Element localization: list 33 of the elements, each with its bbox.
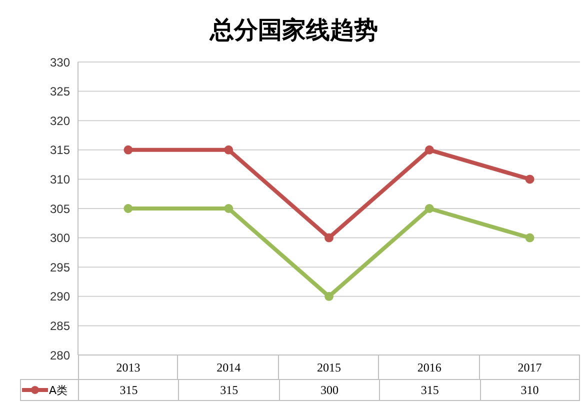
point [525,233,534,242]
x-tick-label: 2013 [116,360,140,375]
y-tick-label: 330 [50,55,70,70]
y-tick-label: 325 [50,84,70,99]
y-tick-label: 315 [50,143,70,158]
data-label: 300 [278,380,380,400]
data-label: 315 [78,380,178,400]
y-tick-label: 285 [50,318,70,333]
point [324,292,334,301]
y-tick-label: 310 [50,172,70,186]
y-tick-label: 305 [50,202,70,216]
x-tick-label: 2017 [518,360,542,375]
chart-title: 总分国家线趋势 [208,15,379,46]
y-tick-label: 300 [50,231,70,246]
point [324,233,334,242]
point [124,145,133,154]
legend-label: A类 [49,382,68,398]
y-tick-label: 295 [50,260,70,274]
y-tick-label: 280 [50,348,70,362]
x-tick-label: 2015 [317,360,341,375]
data-label: 315 [178,380,279,400]
data-label: 315 [379,380,480,400]
point [124,204,133,213]
x-tick-label: 2014 [216,360,241,375]
point [525,174,534,184]
data-label: 310 [480,380,580,400]
y-tick-label: 320 [50,114,70,128]
point [224,145,234,154]
point [224,204,234,213]
point [424,145,434,154]
point [424,204,434,213]
y-tick-label: 290 [50,290,70,304]
x-tick-label: 2016 [417,360,442,375]
